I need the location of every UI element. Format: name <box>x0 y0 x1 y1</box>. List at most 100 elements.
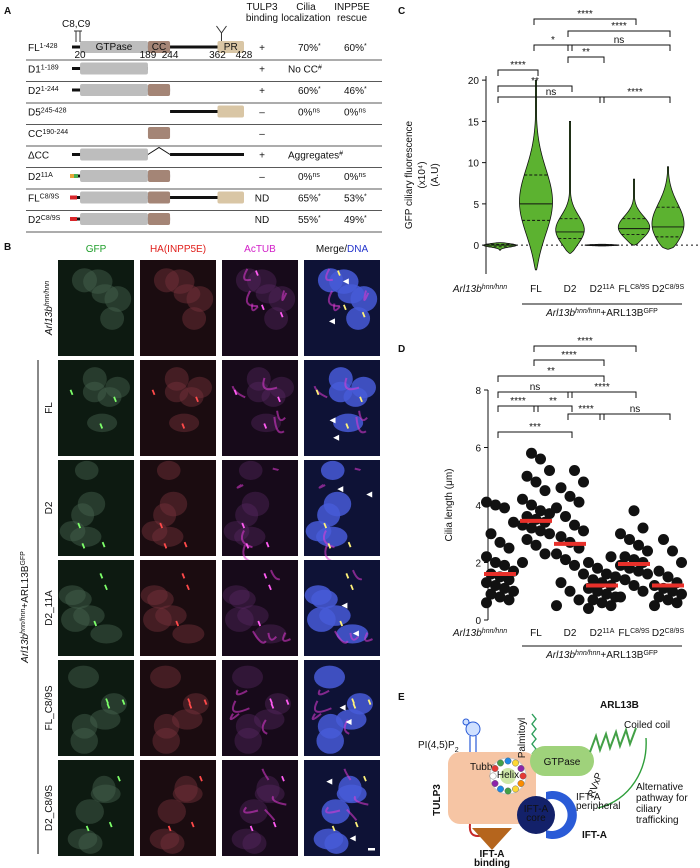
text-part: FL <box>618 628 630 639</box>
data-point <box>544 465 555 476</box>
tubulin <box>236 484 244 489</box>
cilium <box>241 522 246 529</box>
tubulin <box>353 795 369 806</box>
site-marks <box>74 30 82 42</box>
micrograph <box>58 560 134 656</box>
ift-peripheral-label: IFT-A <box>576 792 601 803</box>
helix-core <box>500 768 516 784</box>
nucleus <box>61 607 90 632</box>
text-part: * <box>364 43 367 50</box>
text-part: HA(INPP5E) <box>150 244 206 255</box>
data-point <box>587 594 599 606</box>
micrograph <box>140 260 216 356</box>
alternative-pathway-label: Alternative <box>636 782 684 793</box>
tubulin <box>355 416 367 434</box>
coiled-coil-domain <box>147 127 171 139</box>
cilium <box>233 389 238 396</box>
nucleus <box>182 693 209 715</box>
micrograph <box>58 360 134 456</box>
arrowhead <box>342 278 349 285</box>
cilium <box>104 584 108 591</box>
cilium <box>188 703 193 709</box>
text-part: 0% <box>298 172 313 183</box>
data-point <box>485 528 497 540</box>
micrograph <box>140 560 216 656</box>
nucleus <box>346 693 373 715</box>
lipid-head <box>462 718 470 726</box>
data-point <box>653 565 665 577</box>
position-label: 189 <box>140 50 157 61</box>
nucleus <box>141 521 168 542</box>
significance-bracket <box>497 375 605 382</box>
data-point <box>658 534 669 545</box>
row-label: FL_C8/9S <box>44 685 55 730</box>
micrograph <box>222 760 298 856</box>
text-part: D2 <box>44 501 55 514</box>
arrowhead <box>366 491 373 498</box>
nucleus <box>70 526 102 547</box>
text-part: 190-244 <box>42 129 68 136</box>
text-part: GFP <box>86 244 107 255</box>
nucleus <box>164 381 189 403</box>
nucleus <box>253 709 285 730</box>
significance-bracket <box>599 413 671 420</box>
text-part: Merge/ <box>316 244 347 255</box>
tubulin <box>273 416 285 434</box>
rescue: 46%* <box>344 86 367 98</box>
rescue: 0%ns <box>344 172 366 184</box>
tubulin <box>354 467 362 472</box>
nucleus <box>186 286 214 312</box>
nucleus <box>71 713 98 739</box>
significance-bracket <box>567 413 605 420</box>
significance-label: ns <box>530 382 541 393</box>
row-label: FL <box>44 402 55 414</box>
nucleus <box>87 413 118 433</box>
nucleus <box>182 307 207 330</box>
tubulin <box>231 385 246 399</box>
significance-label: ** <box>549 396 557 407</box>
cilium <box>285 699 290 705</box>
nucleus <box>143 607 172 632</box>
cilium <box>327 543 332 549</box>
nucleus <box>336 624 369 644</box>
cilium <box>363 775 367 782</box>
text-part: ns <box>312 107 320 114</box>
cilium <box>263 573 268 579</box>
data-point <box>642 568 653 580</box>
text-part: FL <box>44 402 55 414</box>
gtpase-domain <box>80 148 148 161</box>
data-point <box>551 502 562 514</box>
arrowhead <box>337 486 344 493</box>
coiled-coil-domain <box>147 41 171 53</box>
text-part: Arl13b <box>545 308 575 319</box>
tubulin <box>243 268 252 282</box>
y-tick-label: 6 <box>475 444 481 455</box>
data-point <box>485 588 497 600</box>
arrowhead <box>352 630 359 637</box>
nucleus <box>246 367 271 391</box>
nucleus <box>223 521 250 542</box>
text-part: 1-189 <box>41 64 59 71</box>
significance-bracket <box>599 96 671 103</box>
coiled-coil-domain <box>147 213 171 225</box>
proline-rich-domain <box>217 191 244 204</box>
panel-label: E <box>398 692 405 703</box>
domain-label: GTPase <box>96 42 133 53</box>
cilium <box>181 573 186 579</box>
micrograph <box>222 660 298 756</box>
data-point <box>601 568 612 580</box>
nucleus <box>234 727 262 754</box>
cilium <box>272 821 277 828</box>
pip2-label: PI(4,5)P2 <box>418 740 459 754</box>
data-point <box>619 574 631 586</box>
data-point <box>490 580 501 591</box>
cilium <box>69 389 74 396</box>
proline-rich-domain <box>217 105 244 118</box>
coiled-coil-domain <box>147 170 171 182</box>
significance-bracket <box>497 85 573 92</box>
column-header: GFP <box>86 244 107 255</box>
data-point <box>662 594 674 606</box>
x-tick-label: Arl13bhnn/hnn <box>452 284 507 296</box>
tulp3-label: TULP3 <box>432 784 443 816</box>
text-part: C8/9S <box>665 628 685 635</box>
